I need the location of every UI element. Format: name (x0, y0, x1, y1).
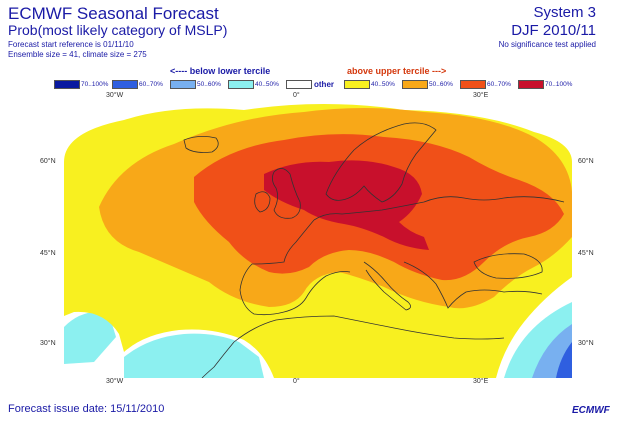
band-crimson (264, 160, 429, 250)
system-label: System 3 (533, 4, 596, 21)
ecmwf-logo: ECMWF (572, 405, 610, 416)
lat-label-30n-right: 30°N (578, 340, 594, 347)
period-label: DJF 2010/11 (511, 22, 596, 39)
forecast-map (64, 102, 572, 378)
legend-swatch (460, 79, 486, 89)
legend-swatch (54, 79, 80, 89)
legend-item: 40..50% (344, 78, 395, 90)
lat-label-30n-left: 30°N (40, 340, 56, 347)
legend-item-label: 50..60% (429, 80, 453, 88)
legend-below-header: <---- below lower tercile (170, 66, 271, 76)
legend-item: 50..60% (170, 78, 221, 90)
coast-scandinavia (325, 122, 437, 203)
legend-item-other: other (286, 78, 334, 90)
legend-swatch (112, 79, 138, 89)
legend-item-label: 70..100% (81, 80, 109, 88)
legend-item-label: 60..70% (487, 80, 511, 88)
legend-above-header: above upper tercile ---> (347, 66, 447, 76)
legend-swatch (286, 79, 312, 89)
coastlines (183, 122, 565, 378)
coast-italy (363, 261, 411, 311)
coast-black-sea (473, 253, 543, 279)
lat-label-45n-left: 45°N (40, 250, 56, 257)
legend-item: 60..70% (460, 78, 511, 90)
legend-item: 70..100% (518, 78, 572, 90)
page-subtitle: Prob(most likely category of MSLP) (8, 22, 228, 38)
logo-text: ECMWF (572, 405, 610, 416)
legend-item-label: 40..50% (255, 80, 279, 88)
lon-label-30w-top: 30°W (106, 92, 124, 99)
coast-france-iberia (239, 219, 351, 316)
legend-item-label: 50..60% (197, 80, 221, 88)
legend-item: 70..100% (54, 78, 108, 90)
lon-label-0-bottom: 0° (293, 378, 300, 385)
legend-swatch (402, 79, 428, 89)
lat-label-60n-right: 60°N (578, 158, 594, 165)
coast-africa-west (201, 341, 235, 378)
legend-item-label: 40..50% (371, 80, 395, 88)
lon-label-30e-top: 30°E (473, 92, 489, 99)
page-title: ECMWF Seasonal Forecast (8, 4, 219, 23)
coast-ireland (254, 191, 271, 213)
legend-swatch (344, 79, 370, 89)
issue-date: Forecast issue date: 15/11/2010 (8, 403, 165, 415)
lon-label-30e-bottom: 30°E (473, 378, 489, 385)
band-blue-east (556, 342, 572, 378)
start-reference: Forecast start reference is 01/11/10 (8, 40, 134, 49)
coast-iceland (183, 136, 219, 153)
lat-label-45n-right: 45°N (578, 250, 594, 257)
coast-europe-west (313, 196, 565, 221)
significance-note: No significance test applied (498, 40, 596, 49)
legend-item-label: 60..70% (139, 80, 163, 88)
legend-item-label: 70..100% (545, 80, 573, 88)
ensemble-size: Ensemble size = 41, climate size = 275 (8, 50, 147, 59)
lon-label-0-top: 0° (293, 92, 300, 99)
legend-item: 40..50% (228, 78, 279, 90)
coast-balkans (403, 261, 543, 309)
lon-label-30w-bottom: 30°W (106, 378, 124, 385)
legend-item: 50..60% (402, 78, 453, 90)
legend-other-label: other (314, 79, 334, 89)
lat-label-60n-left: 60°N (40, 158, 56, 165)
legend-swatch (228, 79, 254, 89)
coast-north-africa (233, 315, 505, 343)
legend-swatch (170, 79, 196, 89)
legend-swatch (518, 79, 544, 89)
coast-great-britain (272, 168, 301, 219)
band-light-blue-south (124, 333, 264, 378)
legend-item: 60..70% (112, 78, 163, 90)
band-light-blue-west (64, 312, 116, 364)
